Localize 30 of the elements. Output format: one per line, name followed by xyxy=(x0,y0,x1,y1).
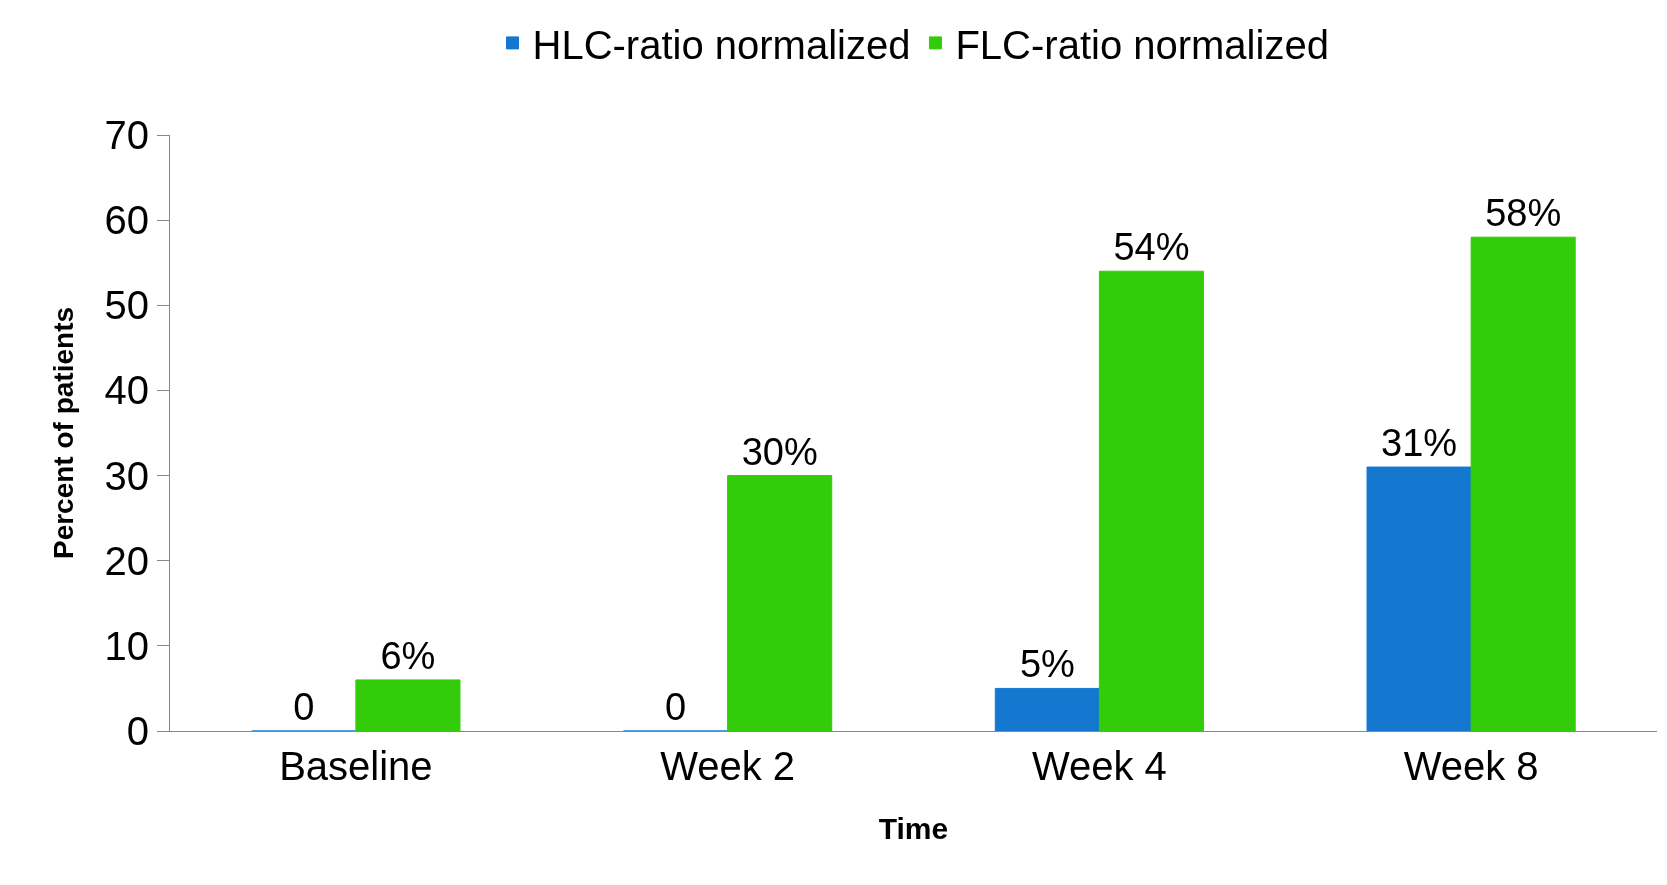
y-tick-label: 0 xyxy=(126,709,149,753)
y-tick-label: 10 xyxy=(104,623,149,668)
y-tick-label: 50 xyxy=(104,283,149,328)
x-tick-label: Week 8 xyxy=(1403,744,1539,788)
y-tick-label: 60 xyxy=(104,198,149,243)
y-tick-label: 30 xyxy=(104,453,149,498)
bar xyxy=(355,679,461,731)
legend-label: FLC-ratio normalized xyxy=(955,22,1329,67)
y-axis-title: Percent of patients xyxy=(48,306,80,560)
bar xyxy=(1470,236,1576,731)
data-label: 30% xyxy=(741,430,818,473)
data-label: 58% xyxy=(1485,192,1562,235)
y-tick-label: 20 xyxy=(104,538,149,583)
data-label: 31% xyxy=(1381,422,1458,465)
bar xyxy=(994,687,1100,731)
bar xyxy=(1098,270,1204,731)
x-tick-label: Week 4 xyxy=(1031,744,1167,788)
bar xyxy=(727,475,833,731)
bar xyxy=(1366,466,1472,731)
x-tick-label: Week 2 xyxy=(660,744,796,788)
data-label: 54% xyxy=(1113,226,1190,269)
y-tick-label: 70 xyxy=(104,113,149,157)
y-tick-label: 40 xyxy=(104,368,149,413)
data-label: 0 xyxy=(665,686,687,728)
x-axis-title: Time xyxy=(878,811,949,845)
legend-label: HLC-ratio normalized xyxy=(532,22,911,67)
data-label: 0 xyxy=(293,686,315,728)
x-tick-label: Baseline xyxy=(279,744,433,788)
data-label: 5% xyxy=(1019,643,1075,686)
data-label: 6% xyxy=(380,634,436,677)
